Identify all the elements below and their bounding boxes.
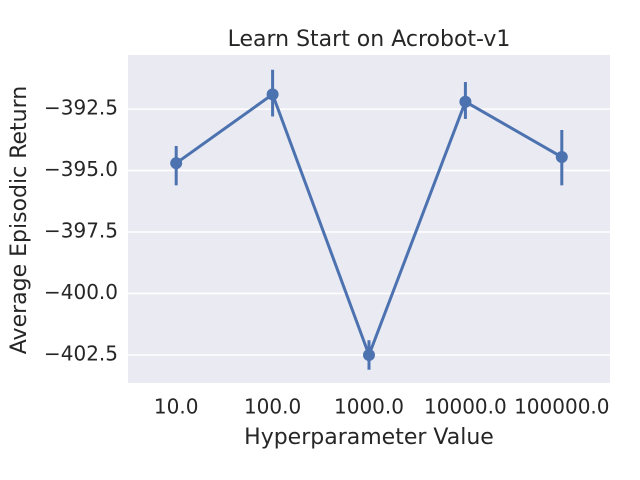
point bbox=[363, 348, 375, 361]
x-tick-label: 10.0 bbox=[154, 395, 199, 419]
y-tick-label: −397.5 bbox=[44, 219, 118, 243]
point bbox=[555, 151, 568, 164]
y-tick-label: −392.5 bbox=[44, 96, 118, 120]
point bbox=[459, 95, 472, 108]
chart-title: Learn Start on Acrobot-v1 bbox=[228, 27, 511, 52]
point bbox=[170, 157, 183, 170]
x-axis-label: Hyperparameter Value bbox=[244, 425, 494, 450]
plot-area bbox=[128, 55, 610, 383]
x-tick-label: 10000.0 bbox=[424, 395, 507, 419]
y-tick-label: −402.5 bbox=[44, 341, 118, 365]
point bbox=[266, 88, 279, 101]
y-tick-label: −400.0 bbox=[44, 280, 118, 304]
y-tick-label: −395.0 bbox=[44, 157, 118, 181]
x-tick-label: 1000.0 bbox=[334, 395, 404, 419]
x-tick-label: 100.0 bbox=[244, 395, 301, 419]
y-axis-label: Average Episodic Return bbox=[7, 86, 32, 354]
x-tick-label: 100000.0 bbox=[514, 395, 609, 419]
